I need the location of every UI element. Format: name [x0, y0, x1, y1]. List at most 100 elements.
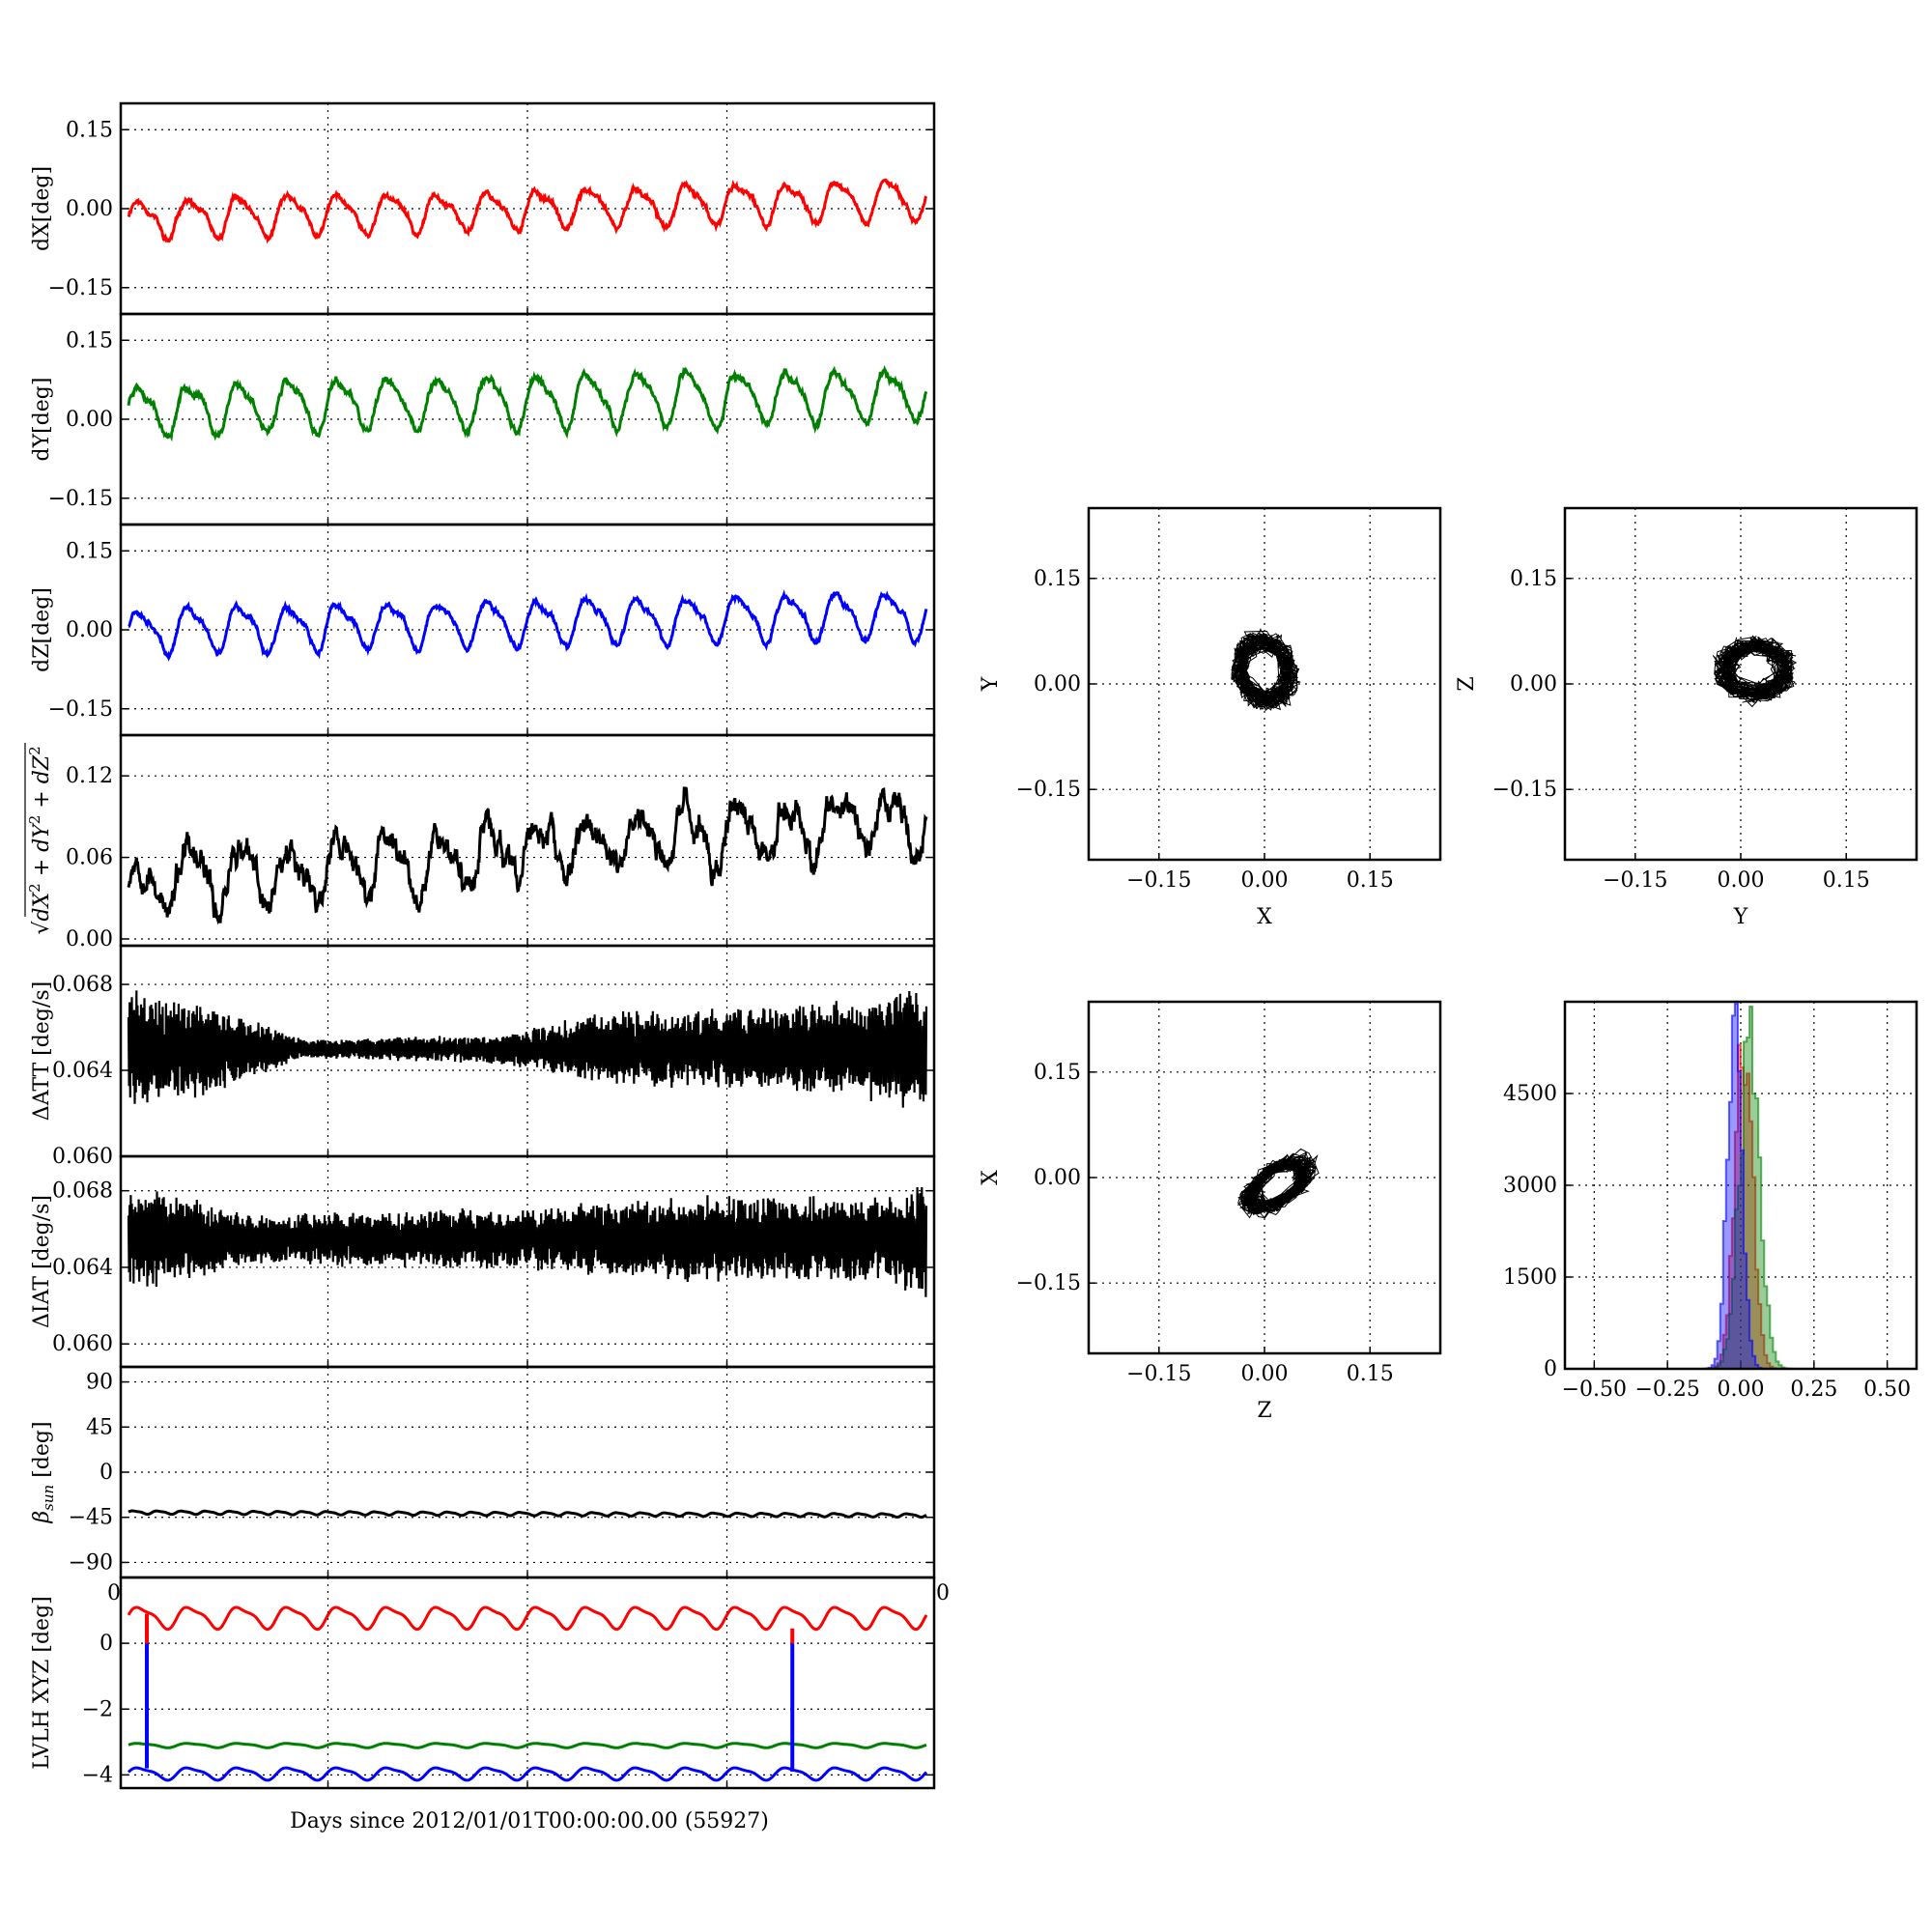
y-tick-label: 3000 [1503, 1174, 1557, 1198]
scatter-trace [1712, 635, 1798, 708]
y-tick-label: 0.064 [52, 1059, 113, 1083]
y-tick-label: 90 [86, 1371, 113, 1395]
x-tick-label: 0.00 [1241, 1362, 1289, 1386]
series-line [127, 1766, 928, 1782]
y-axis-label: √dX2 + dY2 + dZ2 [26, 746, 54, 934]
y-tick-label: 45 [86, 1415, 113, 1439]
x-axis-label: Y [1733, 905, 1748, 929]
y-tick-label: 1500 [1503, 1265, 1557, 1290]
y-tick-label: 0.15 [1034, 567, 1081, 591]
panel-zx: −0.15 −0.15 0.00 0.00 0.15 0.15 Z X [979, 1000, 1442, 1423]
y-tick-label: 0.15 [1034, 1061, 1081, 1085]
y-tick-label: 0.15 [66, 328, 113, 353]
series-line [127, 178, 928, 244]
y-axis-label: dY[deg] [30, 378, 54, 462]
panel-hist: −0.50 −0.25 0.00 0.25 0.50 4500 3000 1500 0 [1503, 1000, 1918, 1402]
y-tick-label: 0 [99, 1632, 113, 1656]
stray-tick-label-bottom: 0 [107, 1581, 121, 1605]
y-tick-label: −0.15 [48, 487, 113, 511]
y-tick-label: 0.06 [66, 846, 113, 870]
panel-frame [1087, 1000, 1442, 1355]
panel-dz: 0.15 0.00 −0.15 dZ[deg] [30, 523, 936, 737]
y-tick-label: 0.00 [66, 408, 113, 432]
y-axis-label-part: 2 [26, 815, 43, 825]
y-axis-label-rest: [deg] [30, 1421, 54, 1484]
panel-dr: 0.120.060.00√dX2 + dY2 + dZ2 [24, 733, 936, 952]
y-axis-label: dX[deg] [30, 166, 54, 251]
x-tick-label: 0.50 [1863, 1378, 1911, 1402]
panel-beta: 90 45 0 −45 −90 βsun [deg] [30, 1365, 936, 1579]
y-axis-label: Z [1455, 676, 1479, 691]
y-tick-label: 0.00 [66, 927, 113, 952]
y-axis-label-symbol: β [30, 1511, 54, 1524]
y-axis-label-sub: sun [40, 1485, 57, 1511]
x-tick-label: 0.25 [1790, 1378, 1837, 1402]
y-axis-label-part: + [30, 852, 54, 883]
x-axis-label: Days since 2012/01/01T00:00:00.00 (55927… [290, 1809, 769, 1833]
y-axis-label-part: + [30, 783, 54, 814]
y-axis-label-part: 2 [26, 746, 43, 755]
y-axis-label: LVLH XYZ [deg] [30, 1596, 54, 1770]
y-axis-label: βsun [deg] [30, 1421, 57, 1523]
series-line [127, 990, 928, 1108]
y-tick-label: 0.060 [52, 1332, 113, 1356]
series-line [127, 786, 928, 925]
y-axis-label: Y [979, 676, 1003, 692]
y-tick-label: −4 [82, 1763, 113, 1787]
y-tick-label: 0 [1544, 1357, 1557, 1381]
x-tick-label: −0.15 [1603, 868, 1667, 893]
y-tick-label: −0.15 [1016, 778, 1081, 802]
y-tick-label: 0.068 [52, 973, 113, 997]
y-tick-label: 0.15 [66, 118, 113, 142]
panel-datt: 0.068 0.064 0.060 ΔATT [deg/s] [30, 944, 936, 1169]
y-tick-label: 0.00 [1034, 672, 1081, 696]
y-tick-label: 0.00 [1034, 1166, 1081, 1190]
stray-tick-label-right: 0 [936, 1581, 950, 1605]
y-tick-label: −2 [82, 1697, 113, 1721]
y-tick-label: 0.068 [52, 1179, 113, 1204]
x-tick-label: −0.15 [1126, 868, 1191, 893]
panel-frame [1563, 1000, 1918, 1371]
y-tick-label: −0.15 [1016, 1271, 1081, 1295]
x-tick-label: −0.15 [1126, 1362, 1191, 1386]
y-tick-label: 0 [99, 1461, 113, 1485]
panel-dy: 0.15 0.00 −0.15 dY[deg] [30, 312, 936, 526]
scatter-trace [1230, 628, 1301, 712]
panel-lvlh: 0 −2 −4 LVLH XYZ [deg] [30, 1576, 936, 1790]
y-tick-label: −0.15 [48, 276, 113, 300]
panel-yz: −0.15 −0.15 0.00 0.00 0.15 0.15 Y Z [1455, 506, 1918, 929]
y-axis-label-part: dZ [30, 754, 54, 783]
x-tick-label: 0.15 [1823, 868, 1870, 893]
y-axis-label: dZ[deg] [30, 587, 54, 672]
series-line [127, 364, 928, 442]
y-tick-label: 0.00 [66, 618, 113, 642]
x-tick-label: −0.50 [1562, 1378, 1627, 1402]
panel-frame [119, 1576, 936, 1790]
panel-frame [1563, 506, 1918, 862]
x-tick-label: 0.00 [1718, 1378, 1765, 1402]
panel-xy: −0.15 −0.15 0.00 0.00 0.15 0.15 X Y [979, 506, 1442, 929]
x-tick-label: 0.00 [1241, 868, 1289, 893]
y-tick-label: −0.15 [48, 697, 113, 722]
x-axis-label: Z [1257, 1399, 1271, 1423]
y-tick-label: 0.060 [52, 1145, 113, 1169]
y-tick-label: 0.00 [1510, 672, 1557, 696]
y-axis-label: ΔATT [deg/s] [30, 981, 54, 1121]
x-tick-label: 0.00 [1718, 868, 1765, 893]
scatter-trace [1236, 1148, 1320, 1219]
y-axis-label-part: dX [30, 892, 54, 922]
y-tick-label: 0.00 [66, 197, 113, 221]
y-tick-label: 0.064 [52, 1256, 113, 1280]
x-tick-label: 0.15 [1347, 868, 1394, 893]
y-tick-label: 0.12 [66, 764, 113, 788]
panel-dx: 0.15 0.00 −0.15 dX[deg] [30, 101, 936, 316]
y-tick-label: −45 [69, 1506, 113, 1530]
y-axis-label-part: dY [30, 822, 54, 852]
y-axis-label-part: √ [30, 921, 54, 935]
y-axis-label: ΔIAT [deg/s] [30, 1195, 54, 1328]
y-tick-label: 0.15 [1510, 567, 1557, 591]
series-line [128, 589, 928, 662]
panel-diat: 0.068 0.064 0.060 ΔIAT [deg/s] [30, 1154, 936, 1369]
y-axis-label: X [979, 1170, 1003, 1185]
